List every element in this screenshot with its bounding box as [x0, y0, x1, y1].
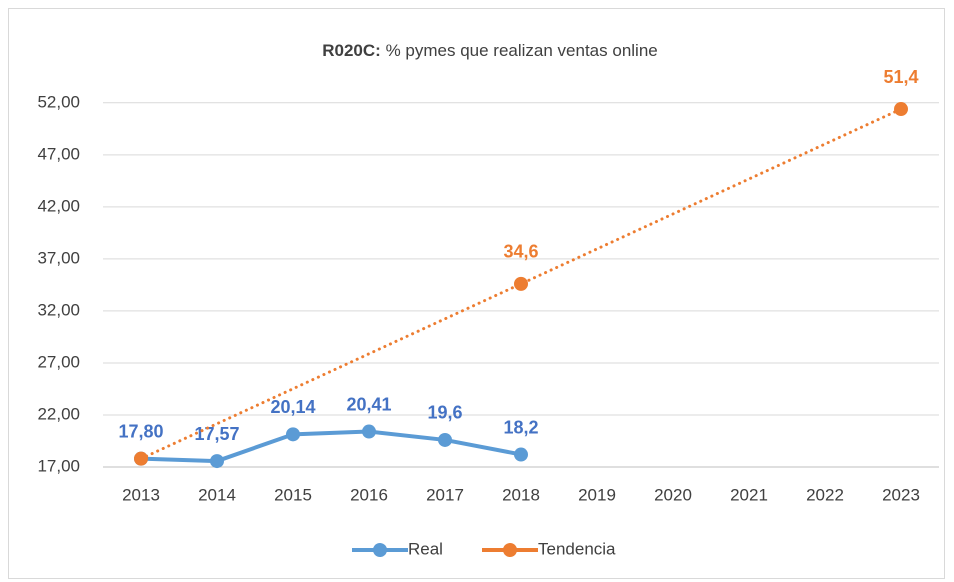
chart-border: [8, 8, 945, 579]
x-tick-label: 2014: [198, 485, 236, 504]
data-label: 17,57: [194, 424, 239, 444]
data-label: 20,41: [346, 394, 391, 414]
data-label: 17,80: [118, 421, 163, 441]
legend-marker: [373, 543, 387, 557]
x-tick-label: 2017: [426, 485, 464, 504]
legend-label: Real: [408, 539, 443, 558]
x-tick-label: 2019: [578, 485, 616, 504]
x-tick-label: 2023: [882, 485, 920, 504]
title-lead: R020C:: [322, 41, 381, 60]
x-tick-label: 2020: [654, 485, 692, 504]
data-label: 20,14: [270, 397, 315, 417]
y-tick-label: 22,00: [37, 404, 80, 423]
y-tick-label: 27,00: [37, 352, 80, 371]
series-line: [139, 429, 523, 464]
data-label: 18,2: [503, 417, 538, 437]
point: [438, 432, 452, 447]
data-label: 34,6: [503, 242, 538, 262]
y-tick-label: 32,00: [37, 300, 80, 319]
y-tick-label: 42,00: [37, 196, 80, 215]
point: [894, 102, 908, 117]
point: [514, 447, 528, 462]
point: [286, 427, 300, 442]
x-tick-label: 2018: [502, 485, 540, 504]
y-tick-label: 52,00: [37, 92, 80, 111]
y-tick-label: 37,00: [37, 248, 80, 267]
legend-marker: [503, 543, 517, 557]
chart-title: R020C: % pymes que realizan ventas onlin…: [322, 41, 658, 60]
point: [362, 424, 376, 439]
legend-label: Tendencia: [538, 539, 616, 558]
x-tick-label: 2016: [350, 485, 388, 504]
data-label: 19,6: [427, 403, 462, 423]
point: [134, 451, 148, 466]
point: [210, 454, 224, 469]
y-tick-label: 17,00: [37, 456, 80, 475]
x-tick-label: 2022: [806, 485, 844, 504]
series-line: [139, 107, 903, 461]
x-tick-label: 2013: [122, 485, 160, 504]
title-text: % pymes que realizan ventas online: [386, 41, 658, 60]
data-label: 51,4: [883, 67, 918, 87]
x-tick-label: 2021: [730, 485, 768, 504]
x-tick-label: 2015: [274, 485, 312, 504]
point: [514, 276, 528, 291]
y-tick-label: 47,00: [37, 144, 80, 163]
